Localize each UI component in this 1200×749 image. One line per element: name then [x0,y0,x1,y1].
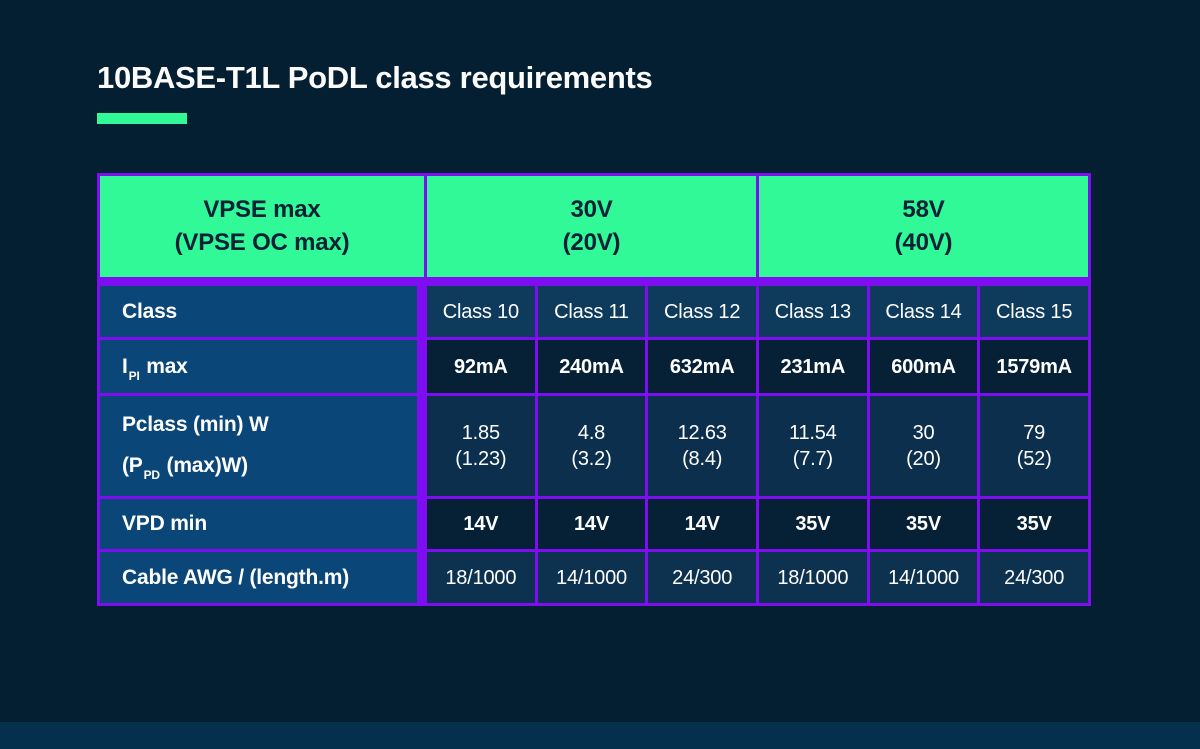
table-cell-cable: 18/1000 [758,552,867,603]
row-label-ipi-max: IPI max [100,340,417,393]
table-cell-vpd: 35V [869,499,978,549]
table-cell-cable: 14/1000 [869,552,978,603]
header-line: 58V [902,196,945,224]
column-group-header-30v: 30V (20V) [427,176,756,277]
table-cell-class-10: Class 10 [427,286,535,337]
table-cell-class-13: Class 13 [758,286,867,337]
table-cell-cable: 24/300 [648,552,756,603]
table-cell-vpd: 35V [980,499,1088,549]
table-cell-ipi: 600mA [869,340,978,393]
podl-class-table: VPSE max (VPSE OC max) 30V (20V) 58V (40… [97,173,1091,606]
table-cell-vpd: 35V [758,499,867,549]
table-cell-class-12: Class 12 [648,286,756,337]
table-cell-ipi: 240mA [537,340,646,393]
table-cell-vpd: 14V [648,499,756,549]
table-cell-cable: 18/1000 [427,552,535,603]
row-label-pclass: Pclass (min) W (PPD (max)W) [100,396,417,496]
table-cell-ipi: 92mA [427,340,535,393]
table-cell-ipi: 632mA [648,340,756,393]
row-label-cable-awg: Cable AWG / (length.m) [100,552,417,603]
table-cell-ipi: 231mA [758,340,867,393]
table-cell-class-14: Class 14 [869,286,978,337]
table-cell-ipi: 1579mA [980,340,1088,393]
header-line: (VPSE OC max) [174,228,350,256]
table-cell-class-11: Class 11 [537,286,646,337]
label-text: Pclass (min) W [122,413,269,437]
label-text: (PPD (max)W) [122,454,248,483]
table-cell-pclass: 79 (52) [980,396,1088,496]
title-accent-bar [97,113,187,124]
footer-band [0,722,1200,749]
column-group-header-58v: 58V (40V) [758,176,1088,277]
column-header-vpse: VPSE max (VPSE OC max) [100,176,424,277]
page-title: 10BASE-T1L PoDL class requirements [97,60,653,95]
header-line: 30V [570,196,613,224]
table-cell-vpd: 14V [427,499,535,549]
table-cell-pclass: 4.8 (3.2) [537,396,646,496]
label-text: IPI max [122,354,188,383]
table-cell-pclass: 11.54 (7.7) [758,396,867,496]
table-cell-vpd: 14V [537,499,646,549]
row-label-vpd-min: VPD min [100,499,417,549]
row-label-class: Class [100,286,417,337]
subscript: PI [128,368,140,383]
header-line: (40V) [894,228,953,256]
table-cell-pclass: 1.85 (1.23) [427,396,535,496]
table-cell-cable: 24/300 [980,552,1088,603]
table-cell-cable: 14/1000 [537,552,646,603]
header-line: (20V) [562,228,621,256]
subscript: PD [143,468,160,483]
table-cell-pclass: 12.63 (8.4) [648,396,756,496]
table-cell-class-15: Class 15 [980,286,1088,337]
table-cell-pclass: 30 (20) [869,396,978,496]
header-line: VPSE max [203,196,321,224]
